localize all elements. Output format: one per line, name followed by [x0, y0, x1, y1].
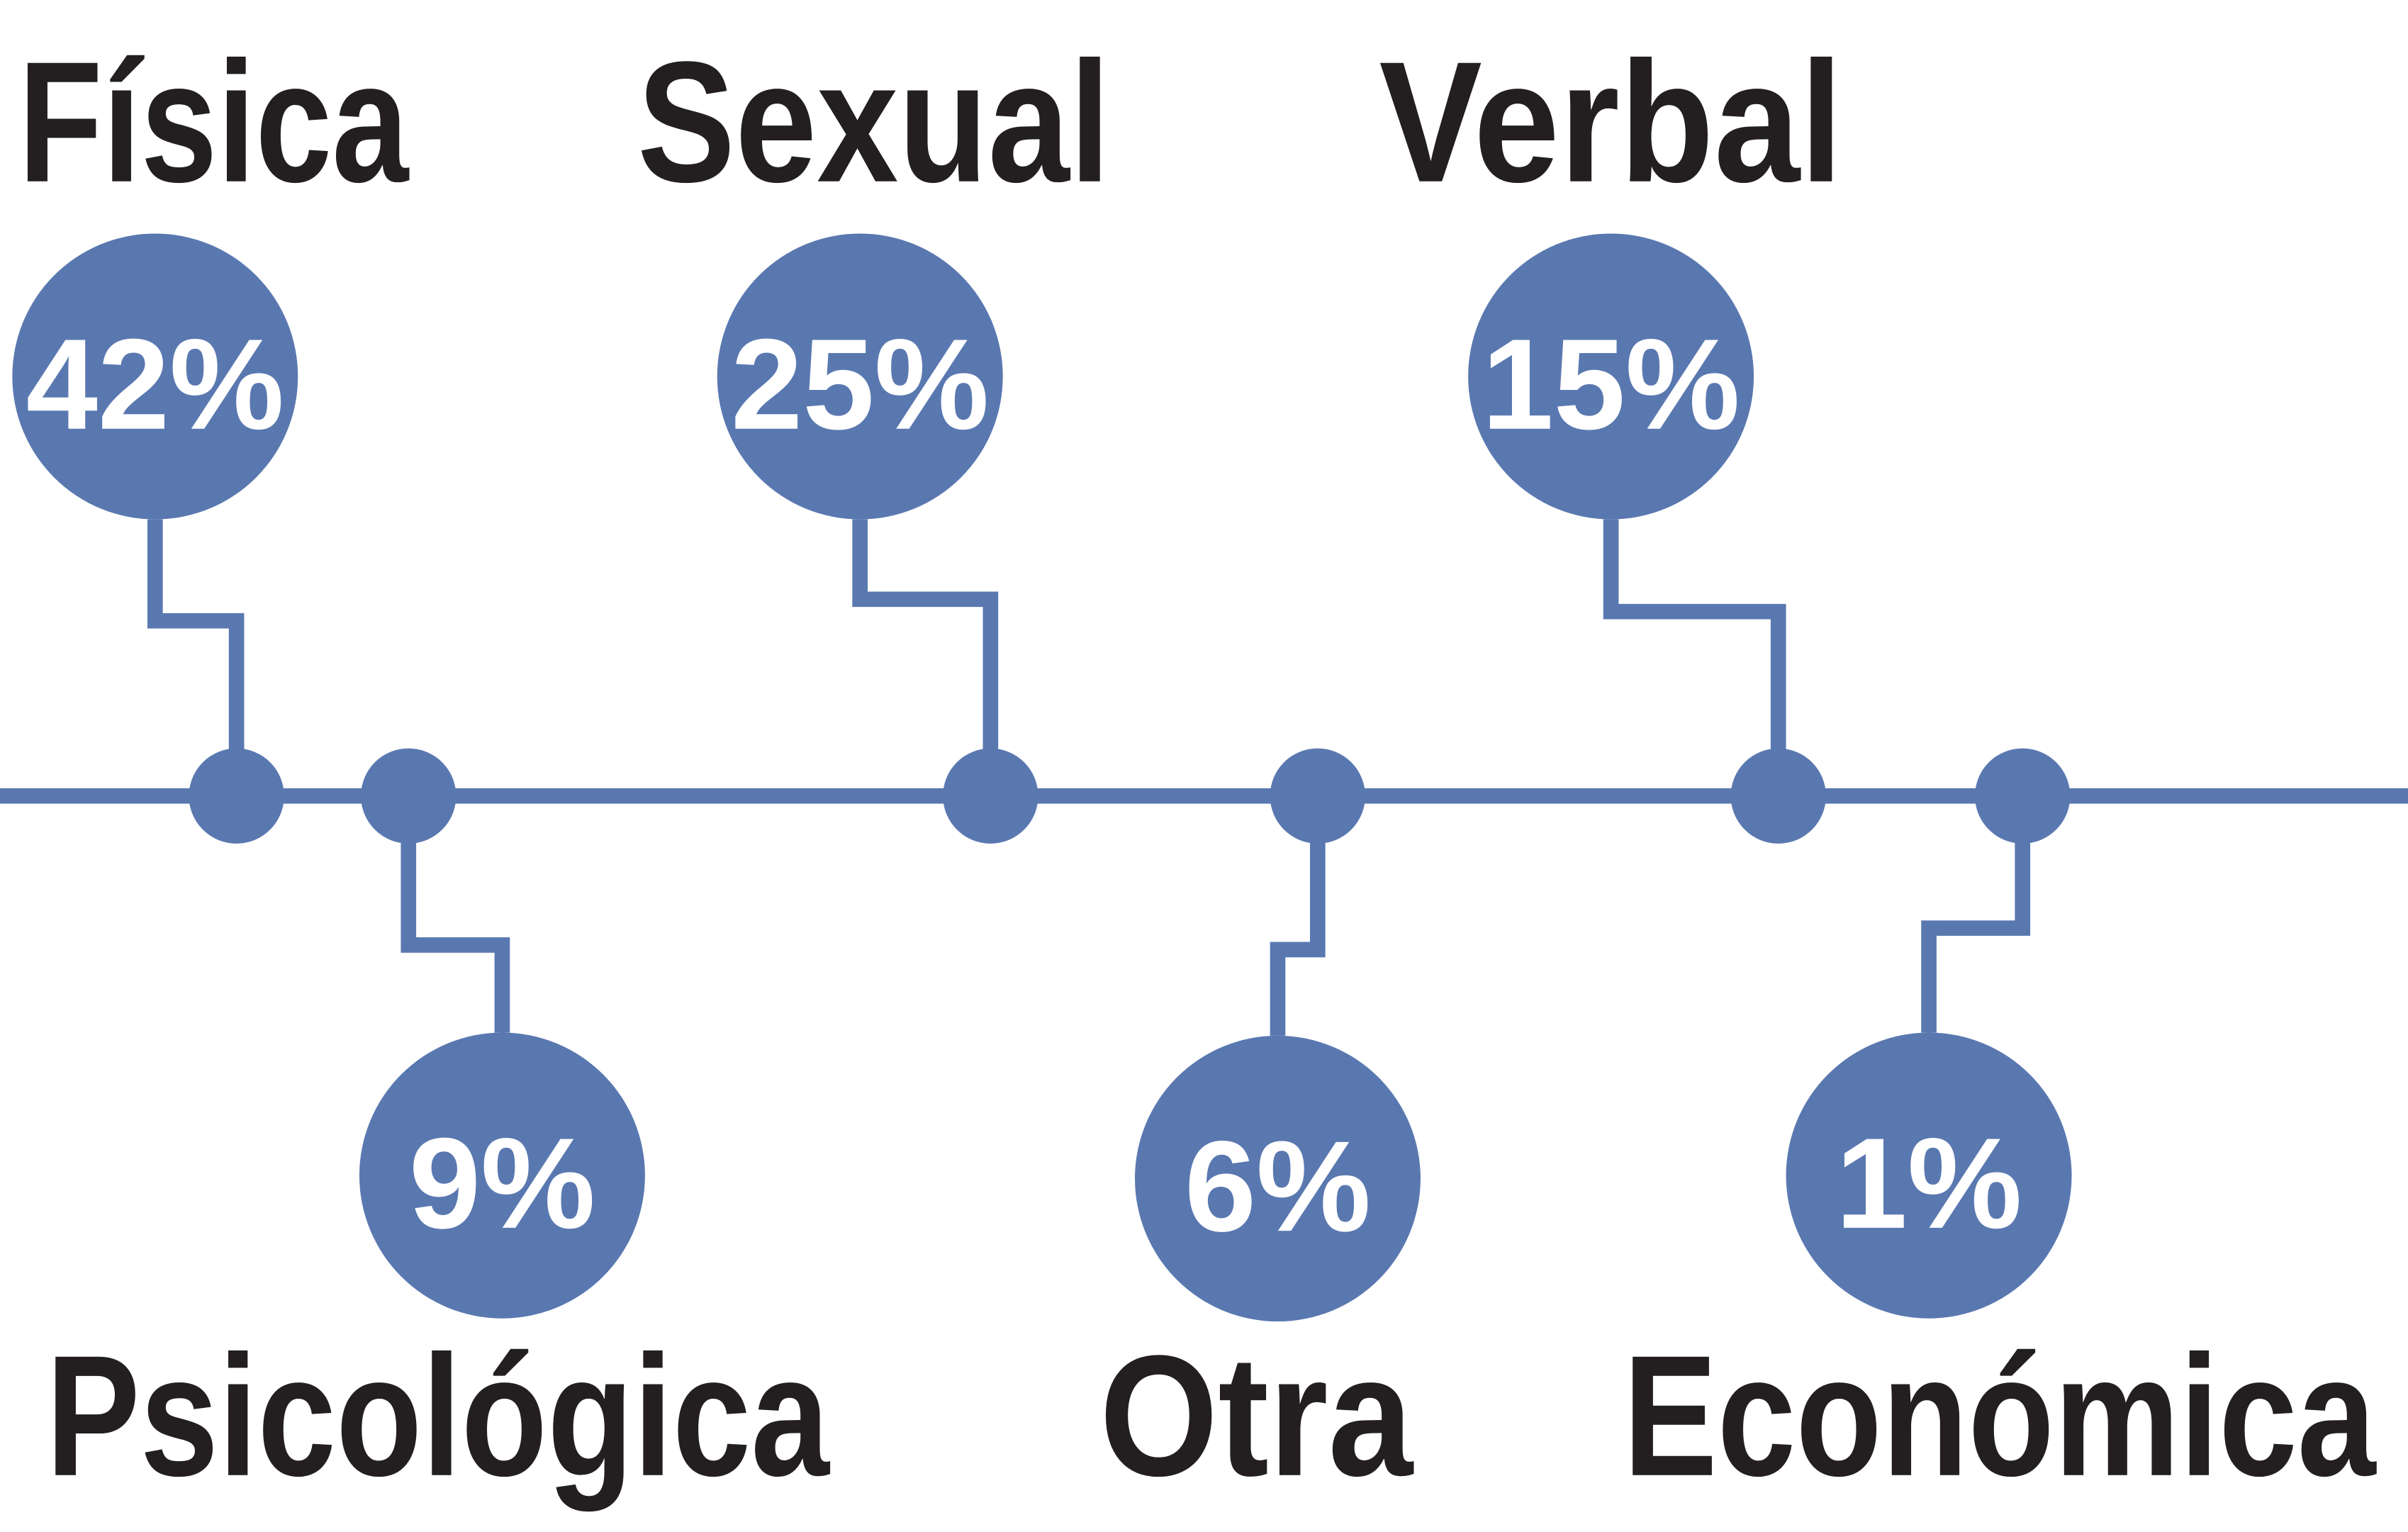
timeline-dot — [943, 748, 1038, 844]
category-label: Física — [18, 26, 410, 218]
value-label: 25% — [731, 312, 989, 457]
timeline-dot — [1270, 748, 1365, 844]
value-bubble — [1786, 1032, 2072, 1319]
value-bubble — [717, 233, 1003, 520]
category-label: Sexual — [637, 26, 1110, 218]
value-bubble — [12, 233, 298, 520]
value-label: 15% — [1482, 312, 1740, 457]
connector — [852, 519, 999, 796]
timeline-dot — [1975, 748, 2071, 844]
connector — [1270, 795, 1326, 1036]
value-label: 9% — [409, 1111, 595, 1256]
connector — [1603, 519, 1786, 796]
value-bubble — [359, 1032, 645, 1319]
value-bubble — [1135, 1035, 1421, 1322]
timeline-dot — [189, 748, 284, 844]
category-label: Económica — [1623, 1320, 2377, 1512]
value-label: 6% — [1185, 1114, 1371, 1258]
category-label: Verbal — [1379, 26, 1842, 218]
connector — [1921, 795, 2031, 1033]
category-label: Otra — [1099, 1320, 1414, 1512]
timeline-dot — [1730, 748, 1826, 844]
connector — [401, 795, 510, 1033]
value-label: 42% — [26, 312, 284, 457]
timeline-dot — [361, 748, 457, 844]
category-label: Psicológica — [46, 1320, 831, 1512]
value-label: 1% — [1836, 1111, 2022, 1256]
connector — [147, 519, 245, 796]
value-bubble — [1468, 233, 1754, 520]
